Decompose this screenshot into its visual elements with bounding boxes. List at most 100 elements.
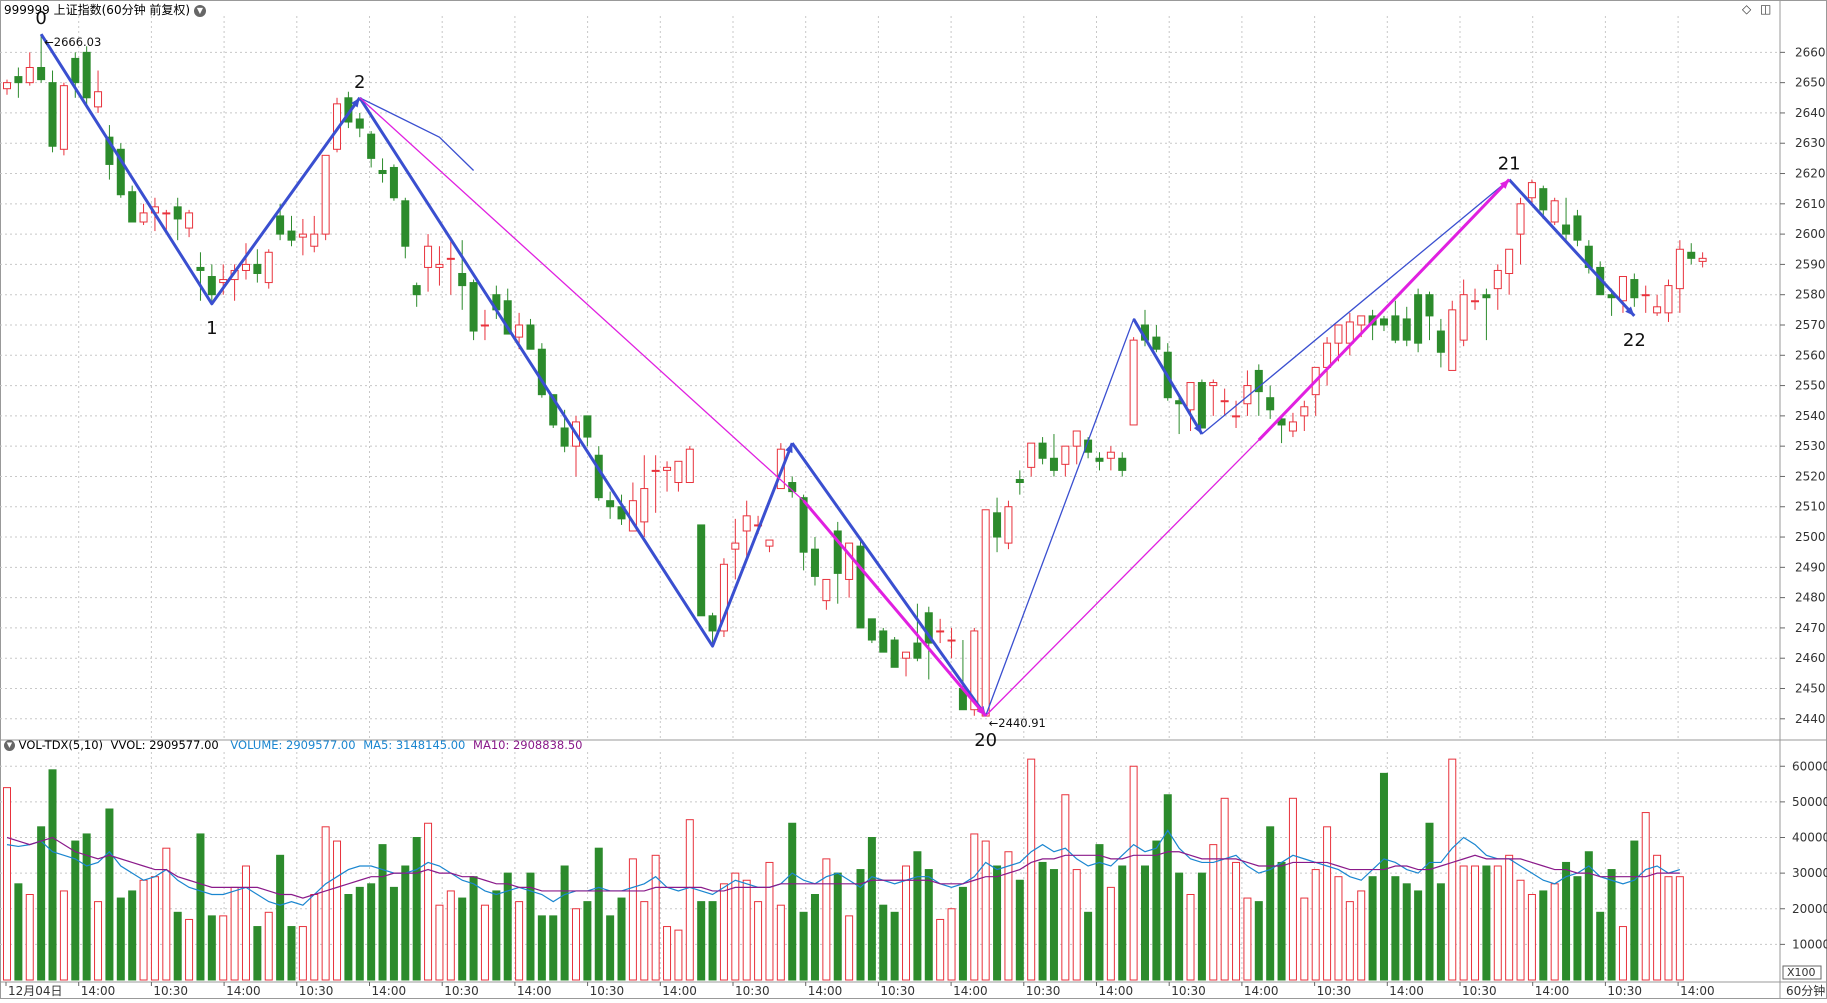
volume-bar [25,894,34,981]
candle-body [1106,451,1115,459]
candle-body [503,300,512,335]
candle-body [367,133,376,159]
volume-header: ▼ VOL-TDX(5,10) VVOL: 2909577.00 VOLUME:… [4,738,583,752]
volume-bar [1471,865,1480,981]
diamond-icon[interactable]: ◇ [1742,2,1752,16]
candle-body [867,618,876,641]
price-tick-label: 2660 [1795,45,1826,59]
volume-bar [1459,865,1468,981]
candle-body [173,206,182,220]
volume-bar [924,869,933,981]
time-tick-label: 10:30 [444,984,479,998]
candle-body [549,394,558,426]
volume-bar [105,808,114,981]
volume-bar [1323,826,1332,981]
volume-bar [1141,865,1149,981]
wave-line-blue [790,442,987,717]
volume-bar [685,819,694,981]
volume-bar [196,833,205,981]
chart-title: 999999 上证指数(60分钟 前复权) [4,3,191,17]
price-tick-label: 2590 [1795,257,1826,271]
volume-bar [651,854,660,981]
period-label: 60分钟 [1786,983,1825,998]
candle-body [1448,309,1457,371]
candle-body [1562,224,1571,235]
wave-arrowhead [785,443,793,454]
volume-bar [276,854,285,981]
volume-bar [1300,897,1309,981]
candle-body [1334,324,1343,344]
candle-body [560,427,569,447]
price-annotation: ←2440.91 [989,716,1046,730]
price-tick-label: 2510 [1795,500,1826,514]
volume-bar [469,876,478,981]
volume-bar [515,901,524,981]
candle-body [1527,182,1536,199]
volume-bar [264,911,273,981]
panel-toggle-icon[interactable]: ◫ [1760,2,1772,16]
volume-bar [1653,854,1662,981]
candle-body [25,66,34,84]
price-tick-label: 2480 [1795,591,1826,605]
candle-body [856,545,865,629]
candle-body [697,524,706,617]
price-tick-label: 2630 [1795,136,1826,150]
candle-body [1129,339,1138,426]
price-tick-label: 2640 [1795,106,1826,120]
volume-bar [1641,812,1650,981]
price-tick-label: 2460 [1795,651,1826,665]
chevron-down-icon[interactable]: ▼ [193,4,206,17]
volume-bar [549,915,558,981]
volume-bar [993,865,1002,981]
volume-bar [765,861,774,981]
volume-bar [1152,840,1161,981]
candle-body [799,497,808,553]
volume-bar [1368,876,1377,981]
volume-bar [708,901,717,981]
volume-bar [1573,876,1582,981]
wave-label: 1 [206,318,217,339]
candle-body [515,324,524,338]
price-tick-label: 2530 [1795,439,1826,453]
time-tick-label: 14:00 [953,984,988,998]
volume-bar [788,822,797,981]
ma5-value: MA5: 3148145.00 [363,738,466,752]
volume-bar [150,876,159,981]
volume-bar [219,915,228,981]
chevron-down-icon[interactable]: ▼ [4,740,15,751]
wave-line-blue [358,96,794,648]
wave-label: 21 [1498,154,1521,175]
volume-bar [173,911,182,981]
volume-bar [355,886,364,981]
time-tick-label: 12月04日 [8,984,63,998]
volume-bar [1414,890,1423,981]
volume-bar [1596,911,1605,981]
candlestick-series [3,34,1707,717]
candle-body [480,324,489,327]
wave-line-magenta [359,97,805,502]
volume-bar [298,926,307,981]
volume-bar [458,897,467,981]
candle-body [1300,406,1309,417]
volume-bar [1550,883,1559,981]
volume-bar [3,787,11,981]
volume-bar [116,897,125,981]
candle-body [1004,506,1013,544]
volume-bar [139,879,148,981]
candle-body [1095,457,1104,462]
volume-bar [1118,865,1127,981]
price-annotations: ←2666.03 ←2440.91 [44,35,1046,730]
volume-bar [367,883,376,981]
volume-bar [1004,851,1013,981]
volume-bar [480,904,489,981]
volume-bar [1402,883,1411,981]
price-tick-label: 2620 [1795,167,1826,181]
wave-label: 22 [1623,330,1646,351]
wave-line-magenta [985,439,1260,717]
time-tick-label: 14:00 [372,984,407,998]
volume-bar [1015,879,1024,981]
candle-body [879,630,888,653]
volume-bar [94,901,103,981]
